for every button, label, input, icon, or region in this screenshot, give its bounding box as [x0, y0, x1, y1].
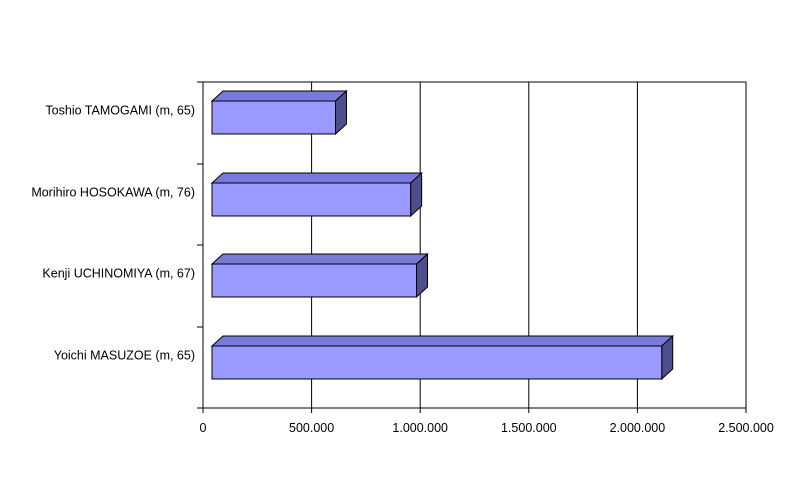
bar-top-face: [210, 172, 423, 184]
bar-top-face: [210, 90, 348, 102]
bar-front-face: [211, 182, 412, 217]
x-tick-label: 0: [200, 421, 207, 435]
x-tick-label: 2.000.000: [610, 421, 666, 435]
x-tick-label: 1.500.000: [501, 421, 557, 435]
category-label: Yoichi MASUZOE (m, 65): [54, 349, 195, 363]
x-tick-label: 500.000: [289, 421, 334, 435]
x-tick-label: 2.500.000: [718, 421, 774, 435]
bars: [210, 89, 675, 381]
x-tick-label: 1.000.000: [392, 421, 448, 435]
bar-top-face: [210, 335, 675, 347]
gridlines: [203, 81, 747, 408]
axes: [197, 81, 747, 413]
category-label: Toshio TAMOGAMI (m, 65): [45, 104, 195, 118]
bar: [210, 89, 348, 136]
bar-front-face: [211, 263, 418, 298]
bar-front-face: [211, 345, 663, 380]
labels: 0 500.000 1.000.000 1.500.000 2.000.000 2.500…: [31, 104, 774, 436]
bar: [210, 252, 429, 299]
category-label: Kenji UCHINOMIYA (m, 67): [42, 267, 195, 281]
bar: [210, 171, 423, 218]
category-label: Morihiro HOSOKAWA (m, 76): [31, 186, 195, 200]
bar-top-face: [210, 253, 429, 265]
bar-front-face: [211, 100, 336, 135]
bar: [210, 334, 675, 381]
